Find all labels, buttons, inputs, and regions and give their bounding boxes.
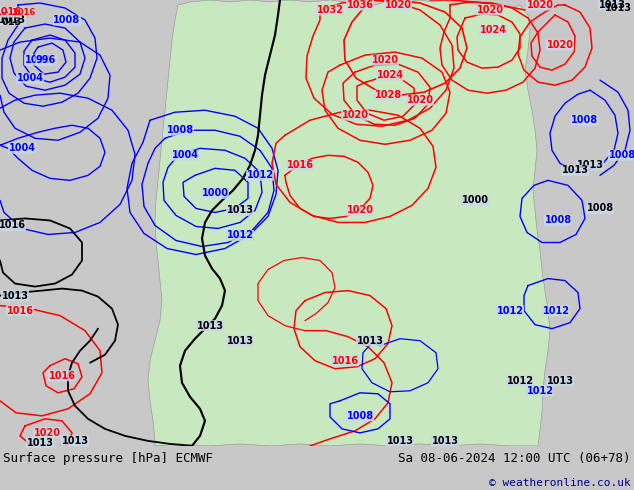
Text: 1032: 1032 — [316, 5, 344, 15]
Text: 1013: 1013 — [547, 376, 574, 386]
Text: 1008: 1008 — [53, 15, 81, 25]
Text: 1020: 1020 — [526, 0, 553, 10]
Text: 1004: 1004 — [8, 143, 36, 153]
Text: 1012: 1012 — [543, 306, 569, 316]
Text: 1013: 1013 — [432, 436, 458, 446]
Text: 1008: 1008 — [571, 115, 598, 125]
Text: 1013: 1013 — [576, 160, 604, 171]
Text: 1016: 1016 — [0, 7, 22, 17]
Text: 1013: 1013 — [226, 205, 254, 216]
Text: 1020: 1020 — [477, 5, 503, 15]
Text: 1013: 1013 — [598, 0, 626, 10]
Text: 013: 013 — [2, 17, 22, 27]
Text: 1020: 1020 — [384, 0, 411, 10]
Text: 1016: 1016 — [0, 220, 25, 230]
Text: − 1016: − 1016 — [2, 8, 36, 17]
Text: 1013: 1013 — [61, 436, 89, 446]
Text: 1036: 1036 — [347, 0, 373, 10]
Text: 1012: 1012 — [526, 386, 553, 396]
Text: 1013: 1013 — [0, 15, 25, 25]
Text: 1008: 1008 — [609, 150, 634, 160]
Text: 1013: 1013 — [605, 3, 632, 13]
Text: 1013: 1013 — [387, 436, 413, 446]
Text: 1012: 1012 — [247, 171, 273, 180]
Text: 1020: 1020 — [372, 55, 399, 65]
Text: 1004: 1004 — [172, 150, 198, 160]
Text: 1020: 1020 — [342, 110, 368, 120]
Text: 1012: 1012 — [507, 376, 533, 386]
Text: 1016: 1016 — [332, 356, 358, 366]
Text: 996: 996 — [36, 55, 56, 65]
Text: 1020: 1020 — [547, 40, 574, 50]
Text: 1013: 1013 — [356, 336, 384, 345]
Text: 1008: 1008 — [545, 216, 572, 225]
Text: 1013: 1013 — [226, 336, 254, 345]
Text: 1024: 1024 — [377, 70, 403, 80]
Text: 1008: 1008 — [167, 125, 193, 135]
Text: 1000: 1000 — [462, 196, 489, 205]
Text: 1008: 1008 — [346, 411, 373, 421]
Text: 1000: 1000 — [202, 188, 228, 198]
Text: 1012: 1012 — [226, 230, 254, 241]
Text: 1028: 1028 — [375, 90, 401, 100]
Text: 1013: 1013 — [27, 438, 53, 448]
Text: 1016: 1016 — [48, 371, 75, 381]
Text: 1008: 1008 — [586, 203, 614, 214]
Text: 1000: 1000 — [25, 55, 51, 65]
Text: Sa 08-06-2024 12:00 UTC (06+78): Sa 08-06-2024 12:00 UTC (06+78) — [398, 452, 631, 465]
Text: 1016: 1016 — [287, 160, 313, 171]
Text: 1016: 1016 — [6, 306, 34, 316]
Text: 1020: 1020 — [406, 95, 434, 105]
Text: 1013: 1013 — [562, 165, 588, 175]
Text: 1020: 1020 — [347, 205, 373, 216]
Text: 1024: 1024 — [479, 25, 507, 35]
Text: 1013: 1013 — [1, 291, 29, 300]
Text: Surface pressure [hPa] ECMWF: Surface pressure [hPa] ECMWF — [3, 452, 213, 465]
Text: 1004: 1004 — [16, 73, 44, 83]
Text: 1012: 1012 — [496, 306, 524, 316]
Text: 1013: 1013 — [197, 320, 224, 331]
Text: © weatheronline.co.uk: © weatheronline.co.uk — [489, 478, 631, 488]
Text: 1020: 1020 — [34, 428, 60, 438]
Polygon shape — [148, 0, 550, 446]
